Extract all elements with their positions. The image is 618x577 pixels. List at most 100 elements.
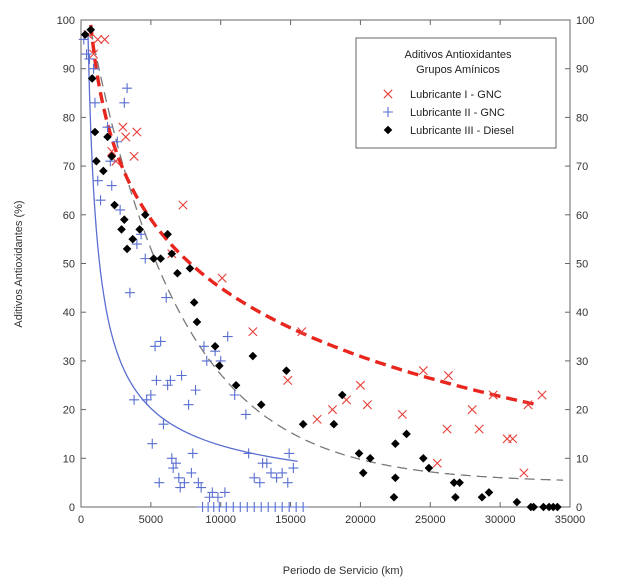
y-tick-label-left: 0 (69, 502, 75, 514)
legend-title-line2: Grupos Amínicos (416, 64, 500, 76)
data-point (129, 394, 140, 405)
data-point (167, 249, 177, 259)
data-point (155, 336, 166, 347)
data-point (141, 394, 152, 405)
data-point (391, 439, 400, 448)
x-tick-label: 5000 (139, 514, 163, 526)
data-point (102, 122, 113, 133)
data-point (215, 361, 224, 371)
data-point (271, 472, 282, 483)
data-point (397, 409, 407, 420)
data-point (103, 132, 112, 142)
data-point (474, 424, 484, 434)
data-point (539, 502, 548, 512)
data-point (337, 390, 347, 400)
data-point (88, 63, 99, 74)
data-point (256, 400, 266, 410)
data-point (477, 492, 487, 502)
data-point (128, 234, 137, 244)
data-point (442, 424, 452, 434)
data-point (158, 419, 169, 430)
data-point (192, 317, 202, 327)
data-point (87, 74, 97, 83)
y-tick-label-right: 50 (576, 259, 588, 271)
y-tick-label-right: 90 (576, 64, 588, 76)
data-point (162, 380, 173, 391)
data-point (207, 487, 218, 498)
data-point (149, 254, 158, 263)
data-point (112, 136, 123, 147)
data-point (171, 458, 182, 469)
data-point (89, 97, 100, 108)
data-point (229, 389, 240, 400)
data-point (537, 390, 547, 400)
data-point (254, 477, 265, 488)
data-point (117, 225, 126, 234)
data-point (488, 390, 498, 400)
data-point (419, 454, 428, 463)
data-point (189, 298, 199, 307)
data-point (183, 399, 194, 410)
x-tick-label: 0 (78, 514, 84, 526)
data-point (219, 487, 230, 498)
y-tick-label-right: 20 (576, 405, 588, 417)
data-point (187, 448, 198, 459)
data-point (523, 400, 533, 410)
data-point (173, 472, 184, 483)
tick-marks (80, 19, 571, 508)
x-tick-label: 10000 (205, 514, 236, 526)
data-point (297, 327, 307, 337)
y-tick-label-left: 90 (63, 64, 75, 76)
data-point (190, 385, 201, 396)
data-point (365, 454, 375, 463)
legend: Aditivos Antioxidantes Grupos Amínicos L… (355, 37, 557, 149)
y-tick-label-right: 30 (576, 356, 588, 368)
data-point (95, 195, 106, 206)
data-point (198, 341, 209, 352)
y-tick-label-right: 40 (576, 307, 588, 319)
y-tick-label-left: 40 (63, 307, 75, 319)
data-point (298, 419, 308, 429)
data-point (451, 492, 460, 502)
data-point (455, 478, 464, 487)
data-point (443, 370, 454, 381)
data-point (166, 453, 177, 464)
x-tick-label: 15000 (275, 514, 306, 526)
data-point (391, 473, 400, 483)
y-tick-label-left: 50 (63, 259, 75, 271)
y-tick-label-right: 80 (576, 112, 588, 124)
legend-label: Lubricante I - GNC (410, 89, 502, 101)
y-axis-title: Aditivos Antioxidantes (%) (13, 200, 25, 327)
data-point (240, 409, 251, 420)
data-point (132, 127, 142, 137)
data-point (553, 502, 562, 512)
data-point (99, 166, 108, 176)
y-tick-label-right: 10 (576, 453, 588, 465)
y-tick-label-left: 70 (63, 161, 75, 173)
data-point (115, 204, 126, 215)
data-point (151, 375, 162, 386)
data-point (93, 34, 103, 45)
data-point (362, 400, 373, 410)
data-point (389, 492, 399, 502)
data-point (248, 327, 258, 337)
data-point (121, 132, 131, 142)
data-point (118, 122, 128, 132)
legend-label: Lubricante III - Diesel (410, 125, 514, 137)
data-point (168, 463, 179, 474)
data-point (222, 331, 233, 342)
y-tick-label-left: 20 (63, 405, 75, 417)
y-tick-label-left: 80 (63, 112, 75, 124)
data-point (277, 467, 288, 478)
data-point (196, 482, 207, 493)
data-point (173, 268, 182, 278)
data-point (418, 366, 428, 376)
data-point (124, 287, 135, 298)
data-point (154, 477, 165, 488)
x-tick-label: 20000 (345, 514, 376, 526)
data-point (282, 477, 293, 488)
data-point (449, 478, 459, 487)
data-point (178, 200, 188, 210)
data-point (84, 53, 95, 64)
